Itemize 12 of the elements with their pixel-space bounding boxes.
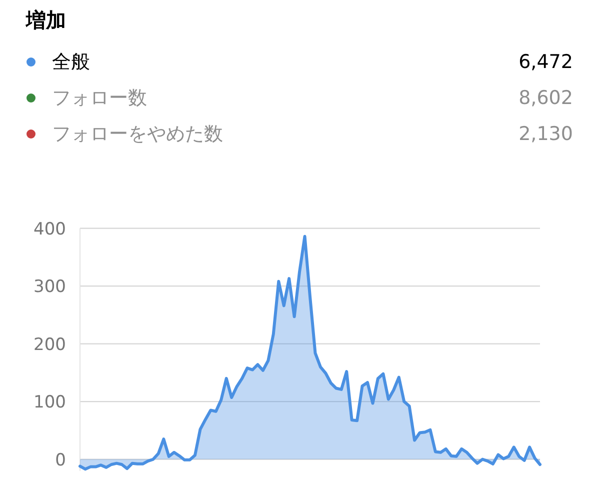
y-tick-label: 0: [55, 450, 66, 470]
text: 2,130: [518, 123, 573, 145]
y-tick-label: 200: [34, 334, 66, 355]
chart-title: 増加: [25, 8, 66, 32]
legend-label: フォロー数: [52, 87, 147, 109]
y-tick-label: 400: [34, 219, 66, 240]
legend-label: フォローをやめた数: [52, 123, 223, 145]
legend-label: 全般: [52, 51, 90, 73]
y-tick-label: 100: [34, 392, 66, 413]
text: 8,602: [518, 87, 573, 109]
y-tick-label: 300: [34, 277, 66, 298]
text: 6,472: [518, 51, 573, 73]
